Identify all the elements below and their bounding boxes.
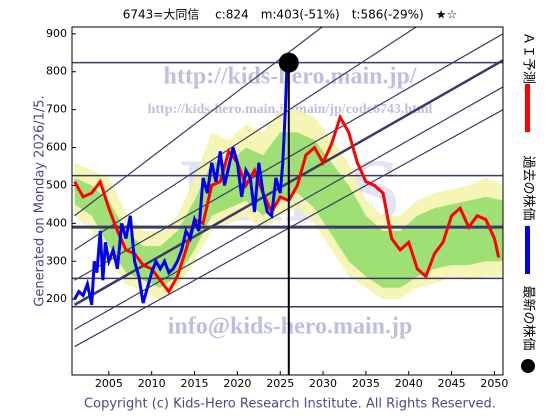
x-tick-label: 2035: [352, 377, 380, 390]
axes: 200 300 400 500 600 700 800 900 2005 2010 2015 2020…: [46, 27, 508, 390]
plot-frame: [71, 26, 504, 376]
x-tick-label: 2050: [480, 377, 508, 390]
y-tick-label: 900: [46, 27, 67, 40]
legend-swatch: [525, 84, 530, 132]
y-tick-label: 200: [46, 292, 67, 305]
watermark: info@kids-hero.main.jp: [168, 314, 413, 340]
footer: Copyright (c) Kids-Hero Research Institu…: [84, 397, 496, 412]
plot-area: http://kids-hero.main.jp/http://kids-her…: [72, 27, 503, 375]
x-tick-label: 2005: [95, 377, 123, 390]
y-tick-label: 400: [46, 216, 67, 229]
x-tick-label: 2015: [181, 377, 209, 390]
x-tick-label: 2040: [395, 377, 423, 390]
x-tick-label: 2030: [309, 377, 337, 390]
chart-title: 6743=大同信 c:824 m:403(-51%) t:586(-29%) ★…: [123, 8, 458, 22]
x-tick-label: 2025: [266, 377, 294, 390]
x-tick-label: 2020: [223, 377, 251, 390]
y-tick-label: 500: [46, 178, 67, 191]
trend-line: [74, 27, 418, 251]
x-tick-label: 2045: [438, 377, 466, 390]
y-tick-label: 800: [46, 65, 67, 78]
side-note: Generated on Monday 2026/1/5.: [33, 95, 48, 306]
y-tick-label: 600: [46, 141, 67, 154]
legend-swatch: [525, 226, 530, 274]
legend-label: 最新の株価: [521, 285, 537, 350]
legend-swatch: [521, 359, 535, 373]
legend-label: 過去の株価: [521, 155, 536, 220]
price-line: [73, 62, 289, 306]
x-tick-label: 2010: [138, 377, 166, 390]
y-tick-label: 300: [46, 254, 67, 267]
y-tick-label: 700: [46, 103, 67, 116]
latest-price: [278, 52, 299, 73]
legend-label: ＡＩ予測: [521, 32, 536, 84]
